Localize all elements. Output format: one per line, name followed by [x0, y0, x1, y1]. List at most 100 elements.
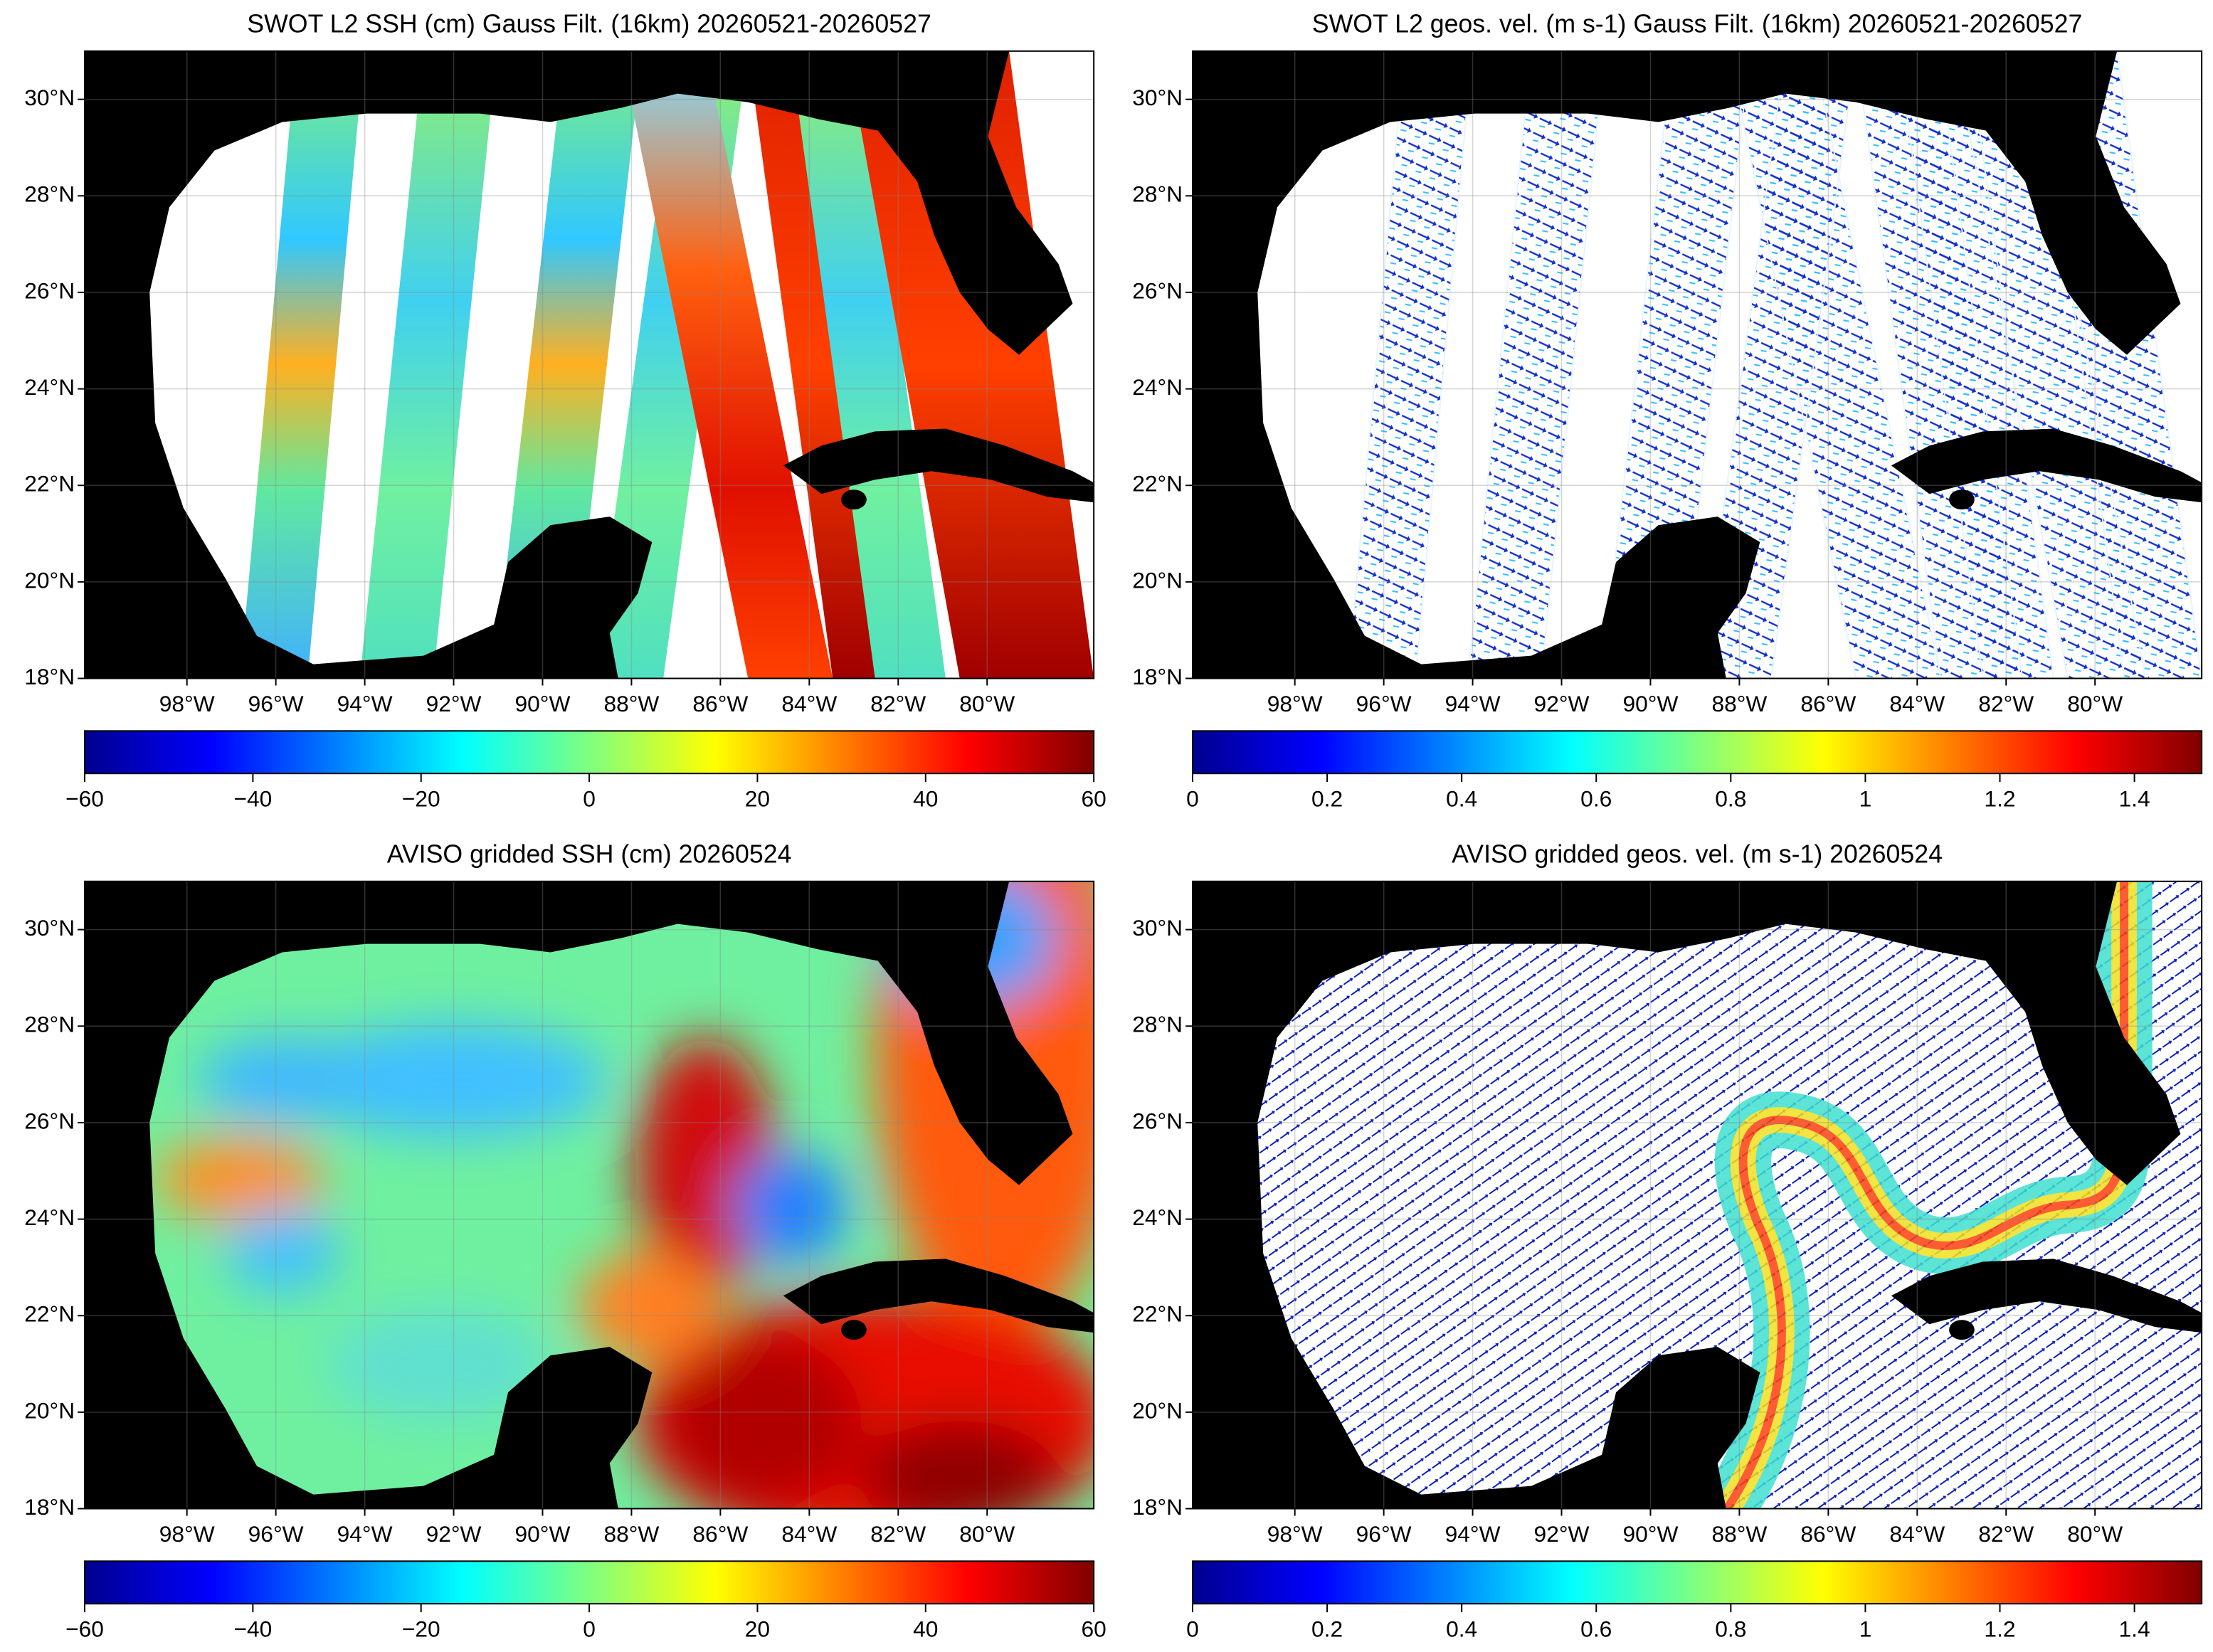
ssh-feature [155, 1136, 325, 1222]
x-tick-label: 84°W [1889, 691, 1945, 716]
ssh-feature [860, 1420, 1059, 1509]
swath-edge [1601, 51, 1751, 679]
y-tick-label: 26°N [1132, 277, 1183, 303]
y-tick-label: 28°N [24, 181, 75, 207]
colorbar-tick-label: 60 [1082, 1616, 1106, 1641]
x-tick-label: 86°W [692, 1521, 748, 1547]
x-tick-label: 84°W [781, 691, 837, 716]
x-tick-label: 80°W [2067, 1521, 2123, 1547]
x-tick-label: 94°W [337, 1521, 393, 1547]
x-tick-label: 82°W [870, 1521, 926, 1547]
x-tick-label: 88°W [603, 691, 659, 716]
colorbar-tick-label: 60 [1082, 785, 1106, 811]
colorbar-tick-label: −20 [402, 1616, 440, 1641]
colorbar-tick-label: 0.6 [1580, 1616, 1612, 1641]
y-tick-label: 18°N [1132, 1494, 1183, 1520]
map: 98°W 96°W 94°W 92°W 90°W 88°W 86°W 84°W 82°W 80°W… [24, 880, 1095, 1547]
x-tick-label: 94°W [337, 691, 393, 716]
colorbar-tick-label: 0 [583, 785, 596, 811]
panel-title: SWOT L2 SSH (cm) Gauss Filt. (16km) 2026… [247, 9, 931, 38]
swath [1898, 51, 2054, 679]
y-tick-label: 30°N [1132, 915, 1183, 941]
x-tick-label: 82°W [1978, 691, 2034, 716]
colorbar-tick-label: 1 [1859, 785, 1872, 811]
colorbar-tick-label: 1 [1859, 1616, 1872, 1641]
y-tick-label: 22°N [1132, 471, 1183, 497]
x-tick-label: 90°W [1623, 1521, 1679, 1547]
swath-edge [1728, 51, 1942, 679]
isle-of-youth [841, 1320, 867, 1340]
colorbar-tick-label: 0.2 [1311, 785, 1343, 811]
x-tick-label: 96°W [1356, 1521, 1412, 1547]
y-tick-label: 20°N [1132, 1397, 1183, 1423]
swath [1467, 51, 1605, 679]
colorbar: 0 0.2 0.4 0.6 0.8 1 1.2 1.4 [1186, 1560, 2203, 1642]
x-tick-label: 80°W [959, 691, 1015, 716]
map-frame [84, 50, 1095, 679]
y-tick-label: 22°N [1132, 1301, 1183, 1327]
y-tick-label: 28°N [1132, 181, 1183, 207]
y-tick-label: 28°N [24, 1012, 75, 1037]
y-tick-label: 18°N [1132, 664, 1183, 689]
x-tick-label: 96°W [1356, 691, 1412, 716]
colorbar-ramp [1191, 730, 2203, 775]
swath-edge [1347, 51, 1473, 679]
x-tick-label: 82°W [870, 691, 926, 716]
colorbar-tick-label: 0.8 [1715, 1616, 1746, 1641]
swath [494, 51, 643, 679]
x-tick-label: 96°W [248, 1521, 304, 1547]
y-tick-label: 30°N [24, 85, 75, 110]
ssh-feature [226, 1207, 339, 1293]
x-tick-label: 98°W [159, 1521, 215, 1547]
x-tick-label: 90°W [1623, 691, 1679, 716]
colorbar-tick-label: 0.4 [1446, 1616, 1477, 1641]
swath [1348, 51, 1472, 679]
x-tick-label: 88°W [1711, 1521, 1767, 1547]
y-tick-label: 24°N [1132, 374, 1183, 400]
isle-of-youth [1949, 489, 1975, 510]
colorbar-ramp [84, 1560, 1095, 1605]
colorbar-tick-label: −40 [233, 785, 272, 811]
y-tick-label: 26°N [24, 277, 75, 303]
swath-edge [1855, 51, 2024, 679]
x-tick-label: 88°W [1711, 691, 1767, 716]
x-tick-label: 94°W [1445, 691, 1501, 716]
swath [359, 51, 497, 679]
y-tick-label: 24°N [24, 374, 75, 400]
x-tick-label: 94°W [1445, 1521, 1501, 1547]
x-tick-label: 92°W [426, 691, 482, 716]
map-frame [84, 880, 1095, 1510]
map: 98°W 96°W 94°W 92°W 90°W 88°W 86°W 84°W 82°W 80°W… [1132, 50, 2203, 716]
cuba [1891, 428, 2202, 503]
panel-title: SWOT L2 geos. vel. (m s-1) Gauss Filt. (… [1312, 9, 2083, 38]
y-tick-label: 24°N [1132, 1204, 1183, 1230]
colorbar-tick-label: 1.2 [1984, 1616, 2015, 1641]
y-tick-label: 30°N [1132, 85, 1183, 110]
y-tick-label: 18°N [24, 664, 75, 689]
swath [847, 51, 1037, 679]
x-tick-label: 90°W [515, 1521, 571, 1547]
swath [1955, 51, 2145, 679]
colorbar-tick-label: 40 [913, 785, 938, 811]
panel-title: AVISO gridded geos. vel. (m s-1) 2026052… [1452, 840, 1943, 868]
x-tick-label: 80°W [959, 1521, 1015, 1547]
colorbar-tick-label: 0.4 [1446, 785, 1477, 811]
colorbar: 0 0.2 0.4 0.6 0.8 1 1.2 1.4 [1186, 730, 2203, 812]
colorbar-tick-label: 1.2 [1984, 785, 2015, 811]
y-tick-label: 20°N [24, 567, 75, 593]
x-tick-label: 96°W [248, 691, 304, 716]
y-tick-label: 22°N [24, 471, 75, 497]
colorbar-tick-label: 20 [745, 1616, 770, 1641]
swath [1602, 51, 1750, 679]
x-tick-label: 90°W [515, 691, 571, 716]
colorbar-ramp [1191, 1560, 2203, 1605]
y-tick-label: 20°N [1132, 567, 1183, 593]
colorbar-tick-label: −60 [65, 1616, 104, 1641]
swath [620, 51, 833, 679]
y-tick-label: 22°N [24, 1301, 75, 1327]
panel-title: AVISO gridded SSH (cm) 20260524 [387, 840, 792, 868]
x-tick-label: 92°W [1534, 1521, 1590, 1547]
colorbar: −60 −40 −20 0 20 40 60 [65, 730, 1106, 812]
